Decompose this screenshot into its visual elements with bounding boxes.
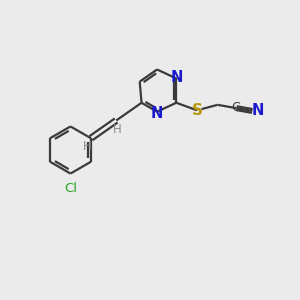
Text: N: N [151,106,163,121]
Text: N: N [252,103,264,118]
Text: N: N [171,70,183,85]
Text: S: S [191,103,203,118]
Text: C: C [232,101,240,114]
Text: Cl: Cl [64,182,77,195]
Text: H: H [83,140,92,153]
Text: H: H [113,123,122,136]
